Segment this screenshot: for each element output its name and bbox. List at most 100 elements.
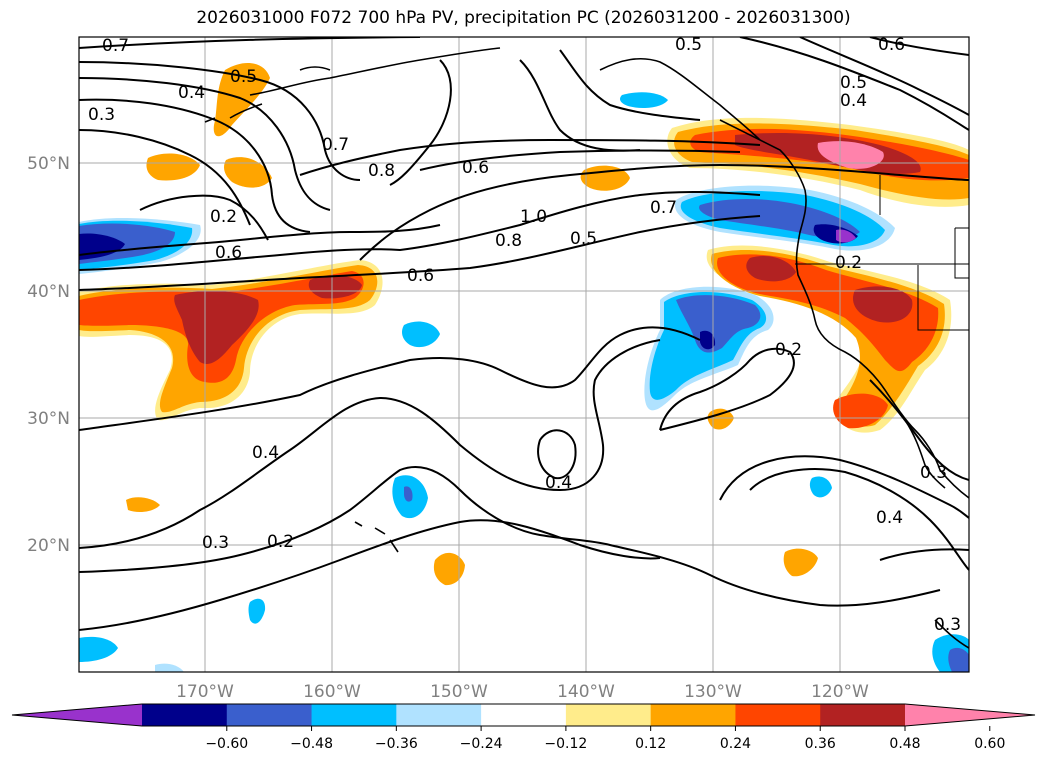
pv-contour — [749, 468, 969, 571]
coastline-mexico — [934, 619, 969, 649]
pv-contour — [79, 215, 761, 291]
border-lines — [795, 175, 969, 331]
precip-positive-region — [817, 141, 884, 169]
precip-positive-region — [746, 255, 796, 282]
map-title: 2026031000 F072 700 hPa PV, precipitatio… — [196, 8, 851, 28]
map-frame — [78, 36, 970, 673]
contour-label: 0.4 — [252, 443, 279, 463]
precip-negative-region — [155, 663, 184, 672]
colorbar-tick-label: −0.12 — [544, 736, 587, 752]
contour-label: 0.7 — [322, 135, 349, 155]
colorbar-segment — [142, 704, 228, 726]
precip-positive-region — [146, 153, 200, 181]
colorbar-tick-label: −0.48 — [290, 736, 333, 752]
lat-label-20n: 20°N — [27, 536, 70, 556]
pv-contour — [79, 77, 331, 211]
colorbar-segment — [565, 704, 652, 726]
contour-label: 0.3 — [920, 463, 947, 483]
pv-contour — [359, 163, 969, 261]
colorbar-extend-high — [905, 704, 1035, 726]
precip-positive-region — [224, 157, 272, 188]
contour-label: 0.4 — [876, 508, 903, 528]
precip-positive-region — [126, 497, 160, 513]
colorbar: −0.60 −0.48 −0.36 −0.24 −0.12 0.12 0.24 0.36 0.4… — [11, 703, 1036, 752]
precip-fill-layer — [79, 63, 969, 672]
precip-positive-region — [308, 275, 362, 299]
colorbar-labels: −0.60 −0.48 −0.36 −0.24 −0.12 0.12 0.24 0.36 0.4… — [205, 736, 1005, 752]
colorbar-outline — [11, 703, 1036, 727]
contour-label: 0.4 — [178, 83, 205, 103]
colorbar-tick-label: −0.24 — [460, 736, 503, 752]
contour-label: 0.8 — [495, 231, 522, 251]
pv-contour — [659, 347, 795, 431]
lon-label-150w: 150°W — [430, 682, 488, 702]
contour-label: 1.0 — [520, 207, 547, 227]
contour-label: 0.8 — [368, 161, 395, 181]
lat-label-30n: 30°N — [27, 409, 70, 429]
pv-contour — [559, 49, 701, 121]
contour-label: 0.5 — [230, 67, 257, 87]
precip-negative-region — [248, 598, 266, 624]
contour-label: 0.5 — [570, 229, 597, 249]
longitude-axis: 170°W 160°W 150°W 140°W 130°W 120°W — [176, 682, 869, 702]
pv-contour — [537, 429, 577, 480]
pv-contour — [139, 194, 269, 241]
pv-contour — [869, 37, 969, 56]
colorbar-segment — [226, 704, 313, 726]
precip-negative-region — [402, 321, 440, 348]
precip-negative-region — [700, 330, 716, 350]
contour-label: 0.2 — [267, 532, 294, 552]
pv-contour — [79, 519, 661, 631]
pv-contour — [719, 455, 969, 519]
pv-contour — [799, 37, 969, 116]
border-box — [954, 227, 969, 279]
pv-contour — [79, 326, 701, 431]
lon-label-170w: 170°W — [176, 682, 234, 702]
contour-label: 0.3 — [88, 105, 115, 125]
contour-label: 0.6 — [407, 266, 434, 286]
contour-label: 0.4 — [545, 473, 572, 493]
contour-labels: 0.7 0.5 0.4 0.3 0.7 0.8 0.6 0.2 0.6 0.6 … — [88, 35, 961, 635]
colorbar-segment — [311, 704, 397, 726]
lat-label-50n: 50°N — [27, 154, 70, 174]
colorbar-extend-low — [12, 704, 142, 726]
contour-label: 0.3 — [202, 533, 229, 553]
contour-label: 0.5 — [675, 35, 702, 55]
precip-positive-region — [433, 552, 465, 586]
pv-contour — [519, 59, 641, 152]
pv-contour — [79, 339, 661, 549]
contour-label: 0.6 — [215, 243, 242, 263]
colorbar-tick-label: −0.60 — [205, 736, 248, 752]
contour-label: 0.7 — [650, 198, 677, 218]
contour-label: 0.7 — [102, 36, 129, 56]
pv-contour — [869, 379, 969, 481]
precip-negative-region — [79, 636, 118, 662]
pv-contour — [879, 548, 969, 561]
pv-contour — [79, 98, 311, 233]
latitude-axis: 50°N 40°N 30°N 20°N — [27, 154, 70, 556]
precip-negative-region — [948, 647, 969, 672]
coastline-alaska — [249, 47, 806, 191]
precip-positive-region — [717, 254, 939, 372]
pv-contour — [299, 138, 761, 176]
colorbar-tick-label: −0.36 — [375, 736, 418, 752]
colorbar-segment — [735, 704, 821, 726]
colorbar-tick-label: 0.24 — [720, 736, 751, 752]
lon-label-130w: 130°W — [684, 682, 742, 702]
pv-contour — [79, 190, 761, 271]
pv-contour — [419, 149, 741, 171]
precip-positive-region — [707, 408, 734, 430]
contour-label: 0.6 — [878, 35, 905, 55]
colorbar-ticks — [226, 726, 991, 731]
lon-label-160w: 160°W — [303, 682, 361, 702]
precip-positive-region — [833, 393, 888, 429]
precip-negative-region — [836, 229, 856, 243]
colorbar-segment — [396, 704, 482, 726]
precip-negative-region — [809, 476, 832, 498]
precip-positive-region — [783, 548, 818, 577]
contour-label: 0.6 — [462, 158, 489, 178]
contour-label: 0.5 — [840, 73, 867, 93]
colorbar-tick-label: 0.12 — [635, 736, 666, 752]
border-state — [879, 175, 969, 331]
